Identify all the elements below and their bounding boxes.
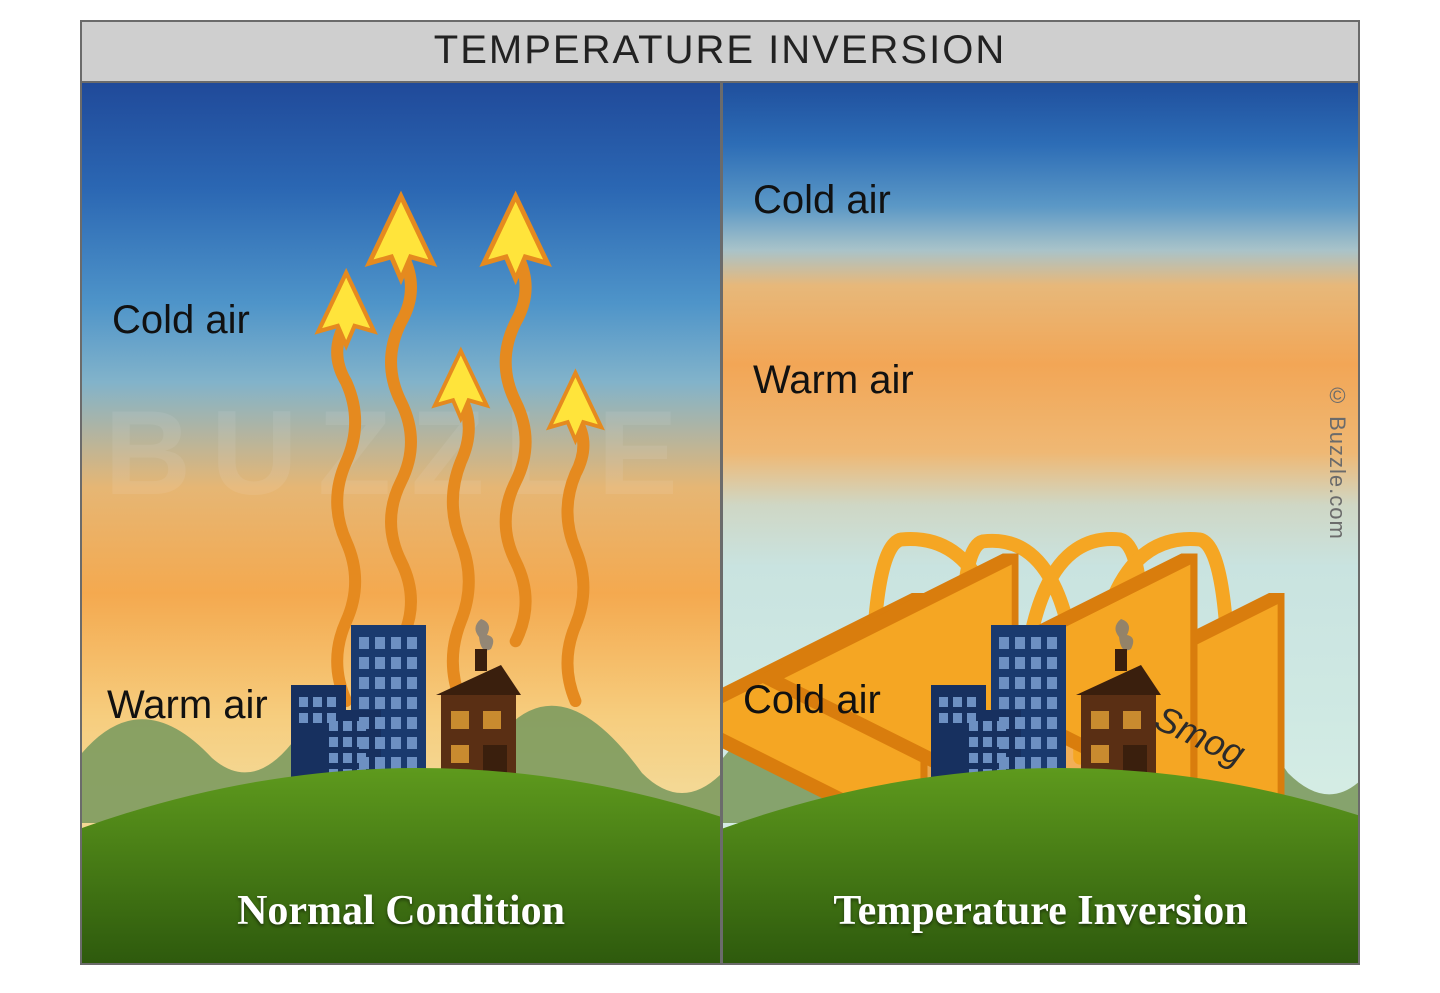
side-watermark: © Buzzle.com: [1324, 383, 1350, 540]
panel-inversion: Cold air Warm air Cold air Smog © Buzzle…: [720, 83, 1358, 963]
infographic-frame: TEMPERATURE INVERSION BUZZLE: [80, 20, 1360, 965]
label-cold-left: Cold air: [112, 298, 250, 343]
caption-left: Normal Condition: [82, 887, 720, 935]
main-title: TEMPERATURE INVERSION: [82, 22, 1358, 83]
label-warm-mid: Warm air: [753, 358, 914, 403]
label-cold-top: Cold air: [753, 178, 891, 223]
panel-normal: BUZZLE: [82, 83, 720, 963]
label-cold-bottom: Cold air: [743, 678, 881, 723]
panels-row: BUZZLE: [82, 83, 1358, 963]
label-warm-left: Warm air: [107, 683, 268, 728]
caption-right: Temperature Inversion: [723, 887, 1358, 935]
